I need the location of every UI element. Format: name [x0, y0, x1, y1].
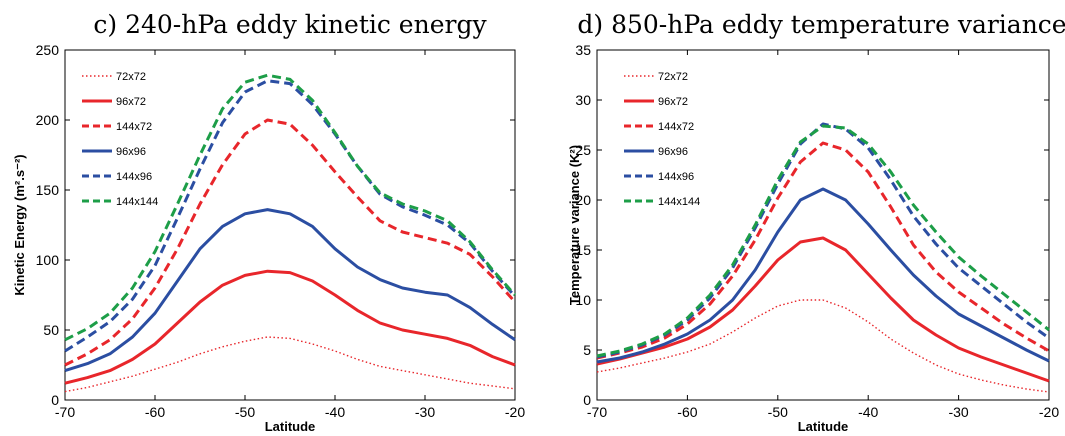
series-line-72x72 — [64, 336, 516, 393]
legend-label: 72x72 — [116, 71, 146, 83]
legend-label: 96x72 — [116, 96, 146, 108]
series-line-96x72 — [596, 236, 1050, 383]
y-tick-label: 20 — [575, 192, 591, 208]
x-tick-label: -60 — [145, 404, 165, 420]
plot-frame — [64, 49, 516, 401]
y-tick-label: 150 — [36, 182, 60, 198]
x-tick-label: -30 — [415, 404, 435, 420]
legend-label: 144x144 — [116, 196, 158, 208]
legend-label: 96x96 — [658, 146, 688, 158]
y-axis-label: Kinetic Energy (m².s⁻²) — [12, 154, 27, 295]
chart-title: d) 850-hPa eddy temperature variance — [577, 10, 1065, 39]
legend-label: 144x96 — [116, 171, 152, 183]
series-line-96x96 — [596, 187, 1050, 364]
y-tick-label: 30 — [575, 92, 591, 108]
x-axis-label: Latitude — [265, 419, 316, 434]
y-tick-label: 0 — [583, 392, 591, 408]
series-line-72x72 — [596, 299, 1050, 393]
y-axis-label: Temperature variance (K²) — [567, 145, 582, 305]
legend-label: 144x96 — [658, 171, 694, 183]
legend-label: 72x72 — [658, 71, 688, 83]
y-tick-label: 5 — [583, 342, 591, 358]
plot-frame — [596, 49, 1050, 401]
y-tick-label: 0 — [51, 392, 59, 408]
x-tick-label: -50 — [235, 404, 255, 420]
x-tick-label: -20 — [1039, 404, 1059, 420]
x-tick-label: -60 — [677, 404, 697, 420]
panel-d: d) 850-hPa eddy temperature variance -70 -… — [567, 10, 1065, 434]
x-axis-label: Latitude — [798, 419, 849, 434]
series-line-144x144 — [64, 73, 517, 342]
series-line-144x144 — [596, 124, 1050, 358]
panel-c: c) 240-hPa eddy kinetic energy -70 -60 -50 -… — [12, 10, 525, 434]
series-line-96x96 — [64, 208, 516, 373]
x-tick-label: -70 — [55, 404, 75, 420]
x-tick-label: -40 — [325, 404, 345, 420]
y-tick-label: 10 — [575, 292, 591, 308]
x-tick-label: -40 — [858, 404, 878, 420]
y-tick-label: 50 — [43, 322, 59, 338]
y-tick-label: 35 — [575, 42, 591, 58]
y-tick-label: 200 — [36, 112, 60, 128]
legend-label: 144x144 — [658, 196, 700, 208]
series-line-144x96 — [596, 122, 1050, 359]
y-tick-label: 15 — [575, 242, 591, 258]
y-tick-label: 100 — [36, 252, 60, 268]
chart-title: c) 240-hPa eddy kinetic energy — [93, 10, 487, 39]
y-tick-label: 25 — [575, 142, 591, 158]
series-line-144x72 — [596, 141, 1050, 360]
legend-label: 96x72 — [658, 96, 688, 108]
legend-label: 144x72 — [658, 121, 694, 133]
legend-label: 96x96 — [116, 146, 146, 158]
x-tick-label: -20 — [505, 404, 525, 420]
x-tick-label: -70 — [587, 404, 607, 420]
x-tick-label: -30 — [948, 404, 968, 420]
legend-label: 144x72 — [116, 121, 152, 133]
y-tick-label: 250 — [36, 42, 60, 58]
x-tick-label: -50 — [768, 404, 788, 420]
series-line-96x72 — [64, 269, 516, 385]
series-line-144x96 — [64, 79, 517, 353]
